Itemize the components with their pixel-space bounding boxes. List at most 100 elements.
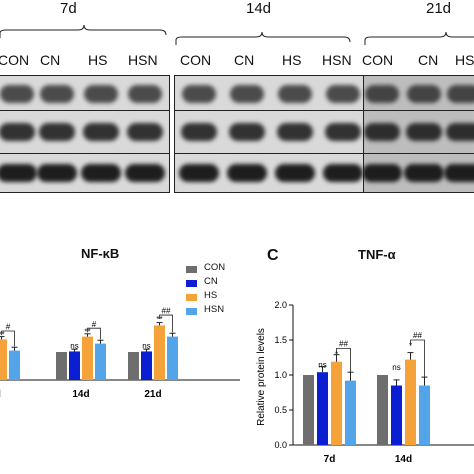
timepoint-label-21d: 21d: [426, 0, 452, 17]
blot-band: [229, 123, 265, 141]
bar-cn: [317, 372, 328, 445]
blot-band: [326, 84, 360, 103]
blot-band: [0, 123, 35, 141]
blot-band: [278, 84, 312, 103]
legend-label-hsn: HSN: [204, 304, 225, 315]
x-tick-label: 14d: [395, 454, 412, 465]
bar-hs: [331, 361, 342, 445]
blot-band: [0, 164, 37, 182]
y-tick-label: 2.0: [274, 300, 287, 310]
significance-label: ##: [339, 339, 348, 348]
blot-strip: [174, 153, 370, 193]
timepoint-label-14d: 14d: [246, 0, 272, 17]
significance-label: ns: [392, 363, 400, 372]
bar-hsn: [167, 336, 178, 380]
blot-band: [444, 164, 474, 182]
blot-band: [230, 84, 264, 103]
bar-hs: [0, 339, 7, 380]
lane-label-cn-21d: CN: [418, 52, 439, 68]
blot-band: [179, 164, 219, 182]
lane-label-hsn-7d: HSN: [128, 52, 158, 68]
blot-band: [407, 84, 441, 103]
bar-con: [303, 375, 314, 445]
lane-label-con-21d: CON: [362, 52, 394, 68]
blot-band: [364, 123, 400, 141]
tnfa-bar-chart: 0.0 0.5 1.0 1.5 2.0 Relative protein levels 7d…: [256, 300, 474, 465]
blot-strip: [0, 110, 170, 154]
bar-con: [377, 375, 388, 445]
blot-band: [127, 123, 163, 141]
panel-c-letter: C: [267, 247, 279, 264]
bar-hs: [82, 336, 93, 380]
legend-swatch-hs: [186, 294, 197, 301]
significance-label: **: [156, 315, 162, 324]
legend-label-hs: HS: [204, 290, 218, 301]
blot-band: [128, 84, 162, 103]
significance-bracket: [1, 330, 15, 347]
blot-band: [40, 84, 74, 103]
significance-label: *: [335, 350, 338, 359]
lane-label-hsn-21d: HSN: [455, 52, 474, 68]
blot-band: [404, 164, 444, 182]
y-axis-label: Relative protein levels: [256, 328, 267, 426]
bar-con: [128, 352, 139, 380]
blot-strip: [363, 75, 474, 112]
blot-band: [275, 164, 315, 182]
bar-hsn: [419, 385, 430, 445]
blot-band: [84, 84, 118, 103]
lane-label-con-7d: CON: [0, 52, 30, 68]
blot-band: [37, 164, 77, 182]
blot-band: [446, 123, 474, 141]
y-tick-label: 0.0: [274, 440, 287, 450]
significance-label: ns: [70, 342, 78, 351]
significance-bracket: [336, 348, 351, 375]
bar-hsn: [95, 343, 106, 380]
blot-band: [0, 84, 34, 103]
significance-bracket: [87, 327, 101, 340]
significance-label: *: [409, 341, 412, 350]
timepoint-brackets: [0, 24, 474, 45]
significance-label: ##: [162, 306, 171, 315]
bar-hs: [405, 359, 416, 445]
blot-strip: [363, 110, 474, 154]
lane-label-cn-14d: CN: [234, 52, 255, 68]
tnfa-chart-title: TNF-α: [358, 247, 396, 262]
lane-label-con-14d: CON: [180, 52, 212, 68]
blot-band: [125, 164, 165, 182]
y-tick-label: 1.0: [274, 370, 287, 380]
x-tick-label: 7d: [0, 389, 1, 400]
significance-label: ##: [413, 331, 422, 340]
lane-label-cn-7d: CN: [40, 52, 61, 68]
bar-hsn: [345, 380, 356, 445]
bar-cn: [391, 385, 402, 445]
x-tick-label: 21d: [144, 389, 161, 400]
significance-bracket: [410, 339, 425, 379]
bar-cn: [141, 351, 152, 380]
bar-con: [56, 352, 67, 380]
blot-band: [323, 164, 363, 182]
blot-band: [182, 84, 216, 103]
x-tick-label: 7d: [324, 454, 336, 465]
significance-bracket: [159, 314, 173, 333]
blot-band: [325, 123, 361, 141]
blot-band: [83, 123, 119, 141]
y-tick-label: 0.5: [274, 405, 287, 415]
nfkb-chart-title: NF-κB: [81, 246, 120, 261]
timepoint-label-7d: 7d: [60, 0, 77, 17]
blot-band: [39, 123, 75, 141]
blot-band: [365, 84, 399, 103]
blot-strip: [174, 75, 370, 112]
bar-hs: [154, 325, 165, 380]
blot-strip: [174, 110, 370, 154]
blot-band: [447, 84, 474, 103]
legend-label-cn: CN: [204, 276, 218, 287]
blot-band: [227, 164, 267, 182]
bar-cn: [69, 351, 80, 380]
chart-legend: CON CN HS HSN: [186, 262, 256, 322]
legend-swatch-hsn: [186, 308, 197, 315]
lane-label-hs-7d: HS: [88, 52, 108, 68]
legend-label-con: CON: [204, 262, 226, 273]
blot-strip: [0, 75, 170, 112]
blot-strip: [0, 153, 170, 193]
lane-label-hs-14d: HS: [282, 52, 302, 68]
